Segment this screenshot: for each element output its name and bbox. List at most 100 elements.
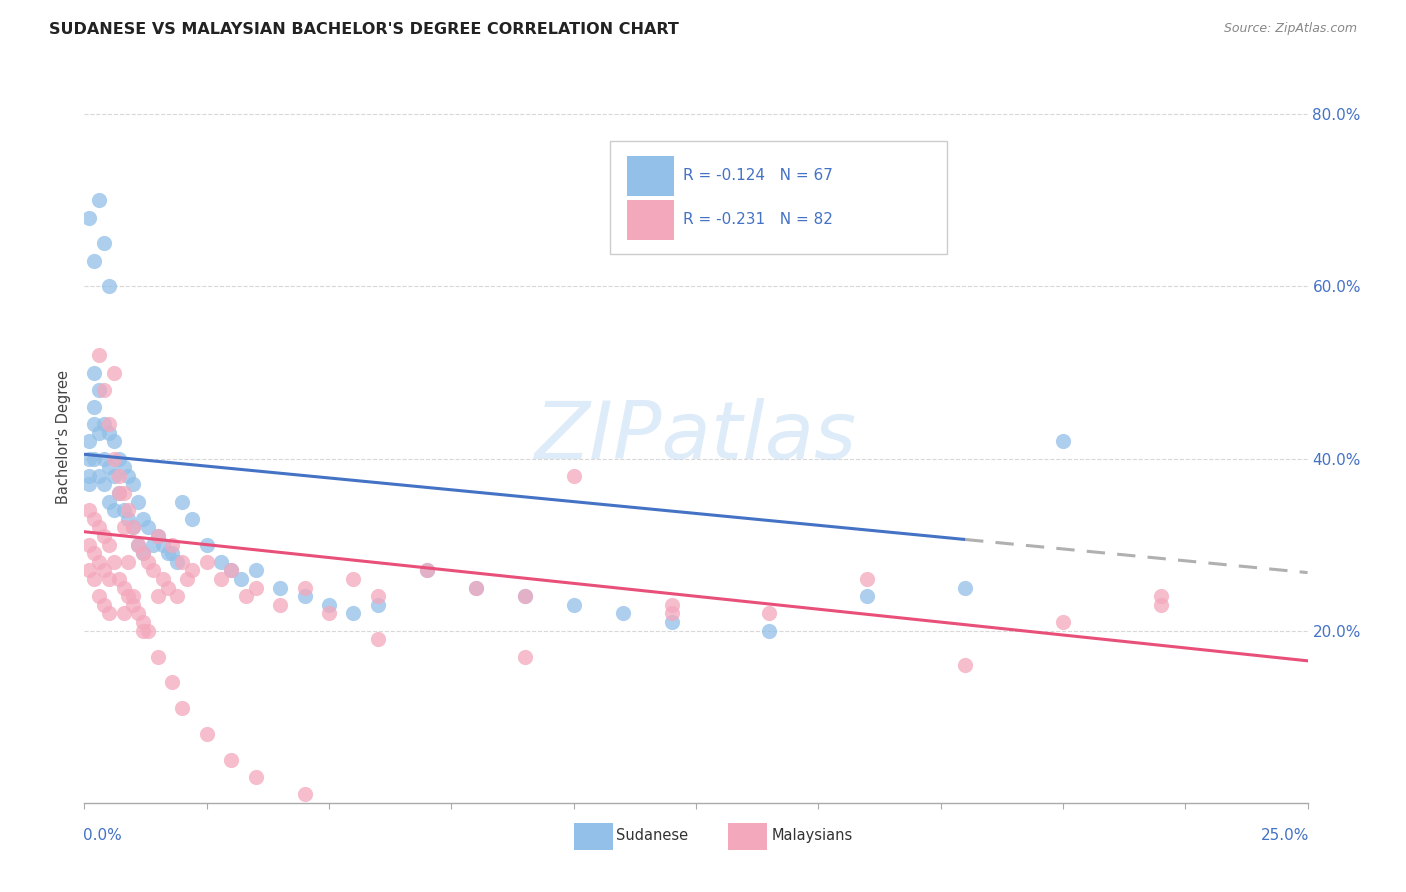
Point (953, 658, 976, 673)
Point (219, 564, 242, 578)
Point (856, 589, 879, 603)
Point (758, 607, 780, 621)
Point (132, 546, 155, 560)
Point (856, 572, 879, 586)
Point (103, 366, 125, 380)
Point (146, 649, 169, 664)
Point (152, 572, 174, 586)
Point (1150, 598, 1173, 612)
Point (77, 564, 100, 578)
Point (77, 468, 100, 483)
Point (103, 451, 125, 466)
Point (146, 589, 169, 603)
Point (367, 598, 389, 612)
Point (87, 348, 110, 362)
Point (112, 581, 135, 595)
Point (127, 538, 149, 552)
Point (107, 468, 129, 483)
Point (132, 512, 155, 526)
Point (77, 538, 100, 552)
Point (661, 615, 683, 629)
Text: R = -0.231   N = 82: R = -0.231 N = 82 (682, 212, 832, 227)
Point (146, 529, 169, 543)
Point (1052, 615, 1074, 629)
Point (562, 468, 585, 483)
Point (136, 520, 159, 534)
Point (117, 468, 139, 483)
Point (136, 624, 159, 638)
Point (77, 477, 100, 491)
Point (83, 451, 105, 466)
Point (142, 538, 165, 552)
Point (318, 607, 340, 621)
Point (97, 572, 120, 586)
Text: 0.0%: 0.0% (83, 828, 122, 843)
Point (97, 607, 120, 621)
Point (367, 632, 389, 647)
Point (122, 520, 145, 534)
Point (93, 477, 115, 491)
Point (195, 538, 218, 552)
Point (83, 546, 105, 560)
Point (117, 503, 139, 517)
Point (342, 607, 364, 621)
Point (87, 425, 110, 440)
Point (269, 581, 291, 595)
Point (117, 512, 139, 526)
Point (342, 572, 364, 586)
Point (181, 512, 204, 526)
Point (245, 581, 267, 595)
Point (112, 503, 135, 517)
FancyBboxPatch shape (728, 823, 766, 849)
Point (87, 468, 110, 483)
Point (107, 486, 129, 500)
Point (269, 598, 291, 612)
Point (209, 555, 232, 569)
Point (112, 607, 135, 621)
Point (93, 383, 115, 397)
Point (83, 572, 105, 586)
Text: SUDANESE VS MALAYSIAN BACHELOR'S DEGREE CORRELATION CHART: SUDANESE VS MALAYSIAN BACHELOR'S DEGREE … (49, 22, 679, 37)
Point (294, 581, 316, 595)
Point (953, 581, 976, 595)
Point (112, 460, 135, 475)
Point (162, 675, 184, 690)
Point (107, 486, 129, 500)
Text: Malaysians: Malaysians (772, 828, 853, 843)
Point (103, 503, 125, 517)
Text: ZIPatlas: ZIPatlas (534, 398, 858, 476)
Point (661, 598, 683, 612)
Point (83, 400, 105, 414)
Point (513, 589, 536, 603)
Point (416, 564, 439, 578)
Point (367, 589, 389, 603)
Point (132, 546, 155, 560)
Point (166, 589, 188, 603)
Point (1052, 434, 1074, 449)
Point (156, 581, 179, 595)
Point (318, 598, 340, 612)
Point (209, 572, 232, 586)
Point (416, 564, 439, 578)
Point (132, 624, 155, 638)
Point (97, 460, 120, 475)
Point (122, 589, 145, 603)
Text: Sudanese: Sudanese (616, 828, 689, 843)
Point (122, 520, 145, 534)
Point (77, 211, 100, 225)
FancyBboxPatch shape (610, 141, 946, 254)
Point (127, 494, 149, 508)
Point (112, 486, 135, 500)
Point (152, 538, 174, 552)
Point (87, 555, 110, 569)
Point (83, 366, 105, 380)
Point (132, 615, 155, 629)
Point (172, 701, 194, 715)
Y-axis label: Bachelor's Degree: Bachelor's Degree (56, 370, 72, 504)
Point (107, 451, 129, 466)
Point (176, 572, 198, 586)
Point (181, 564, 204, 578)
Point (127, 538, 149, 552)
Point (97, 538, 120, 552)
Point (112, 520, 135, 534)
